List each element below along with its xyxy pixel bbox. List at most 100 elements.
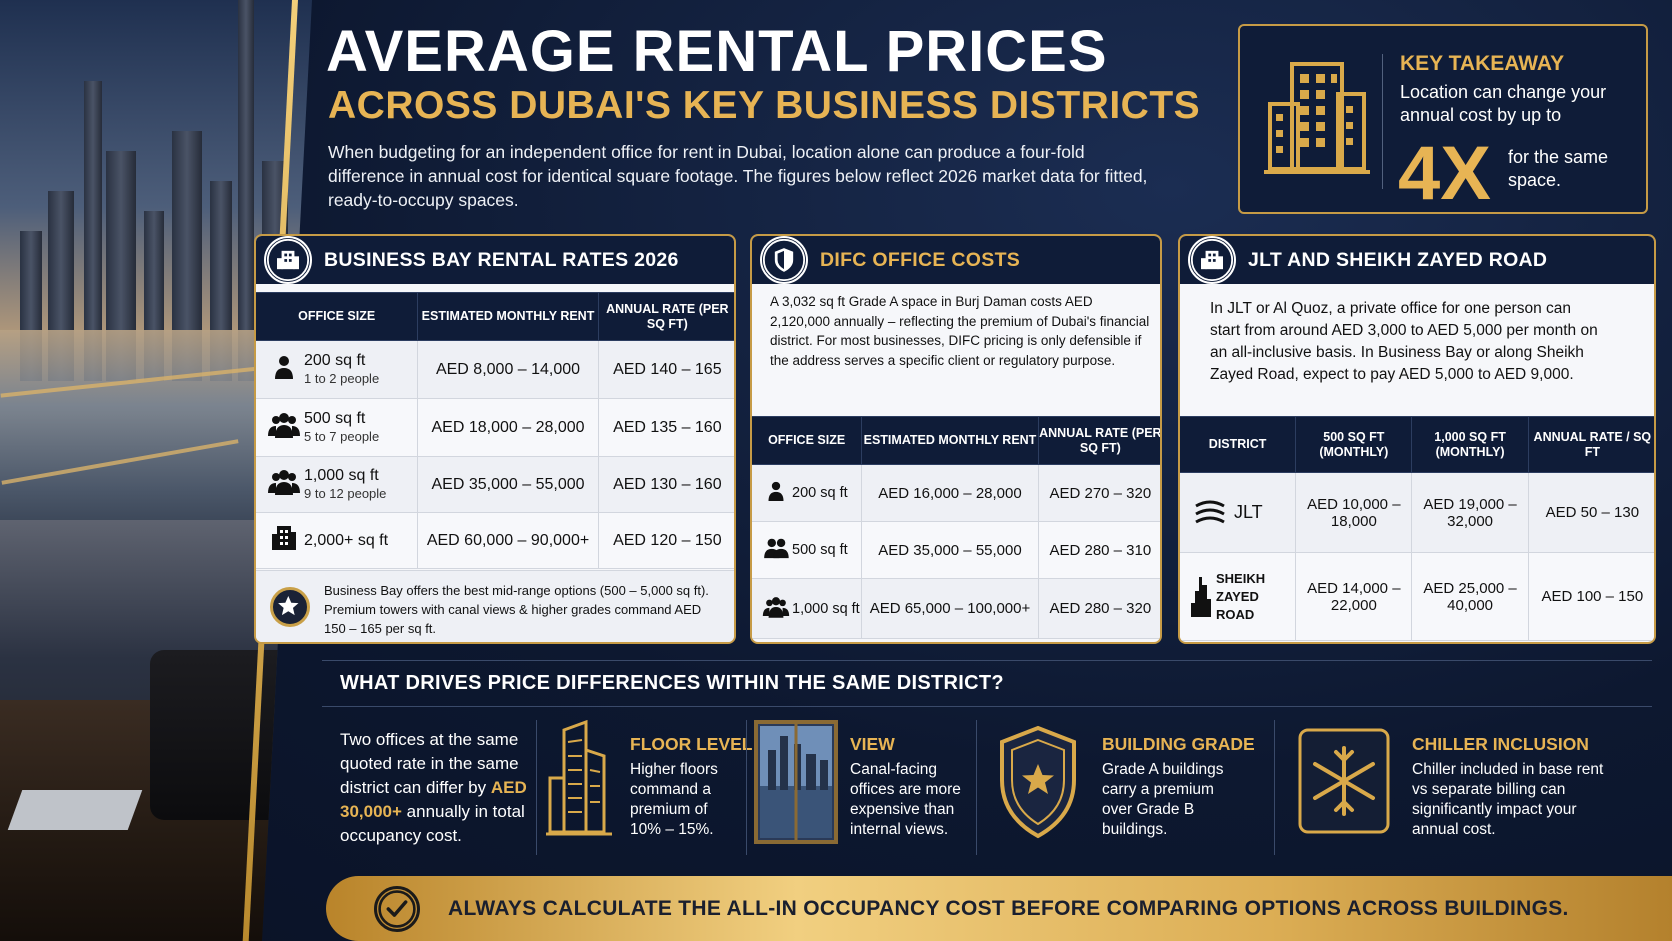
col-annual-rate: ANNUAL RATE (PER SQ FT): [597, 292, 734, 341]
person-icon: [275, 356, 293, 379]
drivers-intro-b: annually in total occupancy cost.: [340, 802, 525, 845]
business-bay-table: OFFICE SIZE ESTIMATED MONTHLY RENT ANNUA…: [256, 292, 734, 569]
drivers-title: WHAT DRIVES PRICE DIFFERENCES WITHIN THE…: [340, 672, 1004, 694]
monthly-value: AED 35,000 – 55,000: [861, 521, 1039, 579]
page-title: AVERAGE RENTAL PRICES: [326, 19, 1108, 84]
driver-title: BUILDING GRADE: [1102, 734, 1255, 754]
d500-value: AED 10,000 – 18,000: [1295, 472, 1413, 553]
driver-text: Chiller included in base rent vs separat…: [1412, 761, 1604, 838]
col-monthly-rent: ESTIMATED MONTHLY RENT: [861, 416, 1039, 465]
monthly-value: AED 16,000 – 28,000: [861, 464, 1039, 522]
table-row: JLT AED 10,000 – 18,000 AED 19,000 – 32,…: [1180, 472, 1654, 553]
district-name: SHEIKH ZAYED ROAD: [1216, 570, 1266, 622]
col-1000sqft: 1,000 SQ FT (MONTHLY): [1411, 416, 1529, 473]
jlt-table: DISTRICT 500 SQ FT (MONTHLY) 1,000 SQ FT…: [1180, 416, 1654, 641]
drivers-intro: Two offices at the same quoted rate in t…: [340, 728, 530, 848]
size-label: 1,000 sq ft: [304, 466, 379, 484]
drivers-intro-a: Two offices at the same quoted rate in t…: [340, 730, 519, 797]
district-name: JLT: [1234, 502, 1263, 522]
monthly-value: AED 18,000 – 28,000: [417, 398, 599, 457]
takeaway-multiplier: 4X: [1398, 131, 1491, 216]
d1000-value: AED 25,000 – 40,000: [1411, 552, 1529, 641]
annual-value: AED 120 – 150: [597, 512, 734, 569]
monthly-value: AED 60,000 – 90,000+: [417, 512, 599, 569]
col-district: DISTRICT: [1180, 416, 1297, 473]
skyline-tower-icon: [1191, 576, 1211, 617]
group-icon: [268, 470, 300, 495]
note-text: Business Bay offers the best mid-range o…: [324, 583, 709, 636]
shield-icon: [760, 236, 808, 284]
table-row: SHEIKH ZAYED ROAD AED 14,000 – 22,000 AE…: [1180, 552, 1654, 641]
annual-value: AED 50 – 130: [1527, 472, 1654, 553]
difc-title: DIFC OFFICE COSTS: [752, 236, 1160, 284]
d500-value: AED 14,000 – 22,000: [1295, 552, 1413, 641]
people-label: 9 to 12 people: [304, 485, 387, 501]
difc-description: A 3,032 sq ft Grade A space in Burj Dama…: [770, 294, 1150, 368]
table-row: 1,000 sq ft AED 65,000 – 100,000+ AED 28…: [752, 578, 1160, 639]
monthly-value: AED 65,000 – 100,000+: [861, 578, 1039, 639]
annual-value: AED 280 – 310: [1037, 521, 1160, 579]
takeaway-title: KEY TAKEAWAY: [1400, 52, 1565, 75]
business-bay-panel: BUSINESS BAY RENTAL RATES 2026 OFFICE SI…: [254, 234, 736, 644]
size-label: 500 sq ft: [792, 542, 848, 558]
table-row: 500 sq ft 5 to 7 people AED 18,000 – 28,0…: [256, 398, 734, 457]
driver-text: Grade A buildings carry a premium over G…: [1102, 761, 1224, 838]
table-row: 200 sq ft AED 16,000 – 28,000 AED 270 – …: [752, 464, 1160, 522]
driver-text: Higher floors command a premium of 10% –…: [630, 761, 718, 838]
jlt-wave-logo-icon: [1195, 500, 1225, 523]
person-icon: [768, 481, 784, 501]
badge-shield-icon: [1000, 725, 1076, 839]
jlt-description: In JLT or Al Quoz, a private office for …: [1210, 300, 1598, 383]
size-label: 500 sq ft: [304, 409, 366, 427]
people-label: 5 to 7 people: [304, 428, 380, 444]
pair-icon: [764, 538, 789, 559]
window-view-icon: [754, 720, 838, 844]
group-icon: [268, 413, 300, 438]
col-office-size: OFFICE SIZE: [752, 416, 863, 465]
annual-value: AED 130 – 160: [597, 456, 734, 513]
checkmark-icon: [374, 886, 420, 932]
col-500sqft: 500 SQ FT (MONTHLY): [1295, 416, 1413, 473]
col-annual-rate: ANNUAL RATE (PER SQ FT): [1037, 416, 1160, 465]
table-row: 500 sq ft AED 35,000 – 55,000 AED 280 – …: [752, 521, 1160, 579]
driver-title: VIEW: [850, 734, 895, 754]
col-annual-rate: ANNUAL RATE / SQ FT: [1527, 416, 1654, 473]
annual-value: AED 135 – 160: [597, 398, 734, 457]
office-building-icon: [272, 526, 296, 550]
driver-text: Canal-facing offices are more expensive …: [850, 761, 961, 838]
building-badge-icon: [1188, 236, 1236, 284]
building-icon: [1264, 62, 1370, 174]
col-monthly-rent: ESTIMATED MONTHLY RENT: [417, 292, 599, 341]
building-badge-icon: [264, 236, 312, 284]
jlt-title: JLT AND SHEIKH ZAYED ROAD: [1180, 236, 1654, 284]
driver-title: CHILLER INCLUSION: [1412, 734, 1589, 754]
drivers-intro-highlight: AED 30,000+: [340, 778, 527, 821]
banner-text: ALWAYS CALCULATE THE ALL-IN OCCUPANCY CO…: [448, 897, 1569, 920]
table-row: 2,000+ sq ft AED 60,000 – 90,000+ AED 12…: [256, 512, 734, 569]
snowflake-icon: [1298, 728, 1390, 834]
monthly-value: AED 35,000 – 55,000: [417, 456, 599, 513]
driver-title: FLOOR LEVEL: [630, 734, 753, 754]
size-label: 2,000+ sq ft: [304, 531, 389, 549]
difc-table: OFFICE SIZE ESTIMATED MONTHLY RENT ANNUA…: [752, 416, 1160, 639]
size-label: 1,000 sq ft: [792, 600, 860, 617]
takeaway-tail: for the same space.: [1508, 147, 1609, 190]
takeaway-text: Location can change your annual cost by …: [1400, 82, 1607, 125]
star-icon: [270, 587, 310, 627]
page-subtitle: ACROSS DUBAI'S KEY BUSINESS DISTRICTS: [328, 84, 1201, 127]
annual-value: AED 100 – 150: [1527, 552, 1654, 641]
people-label: 1 to 2 people: [304, 370, 380, 386]
business-bay-title: BUSINESS BAY RENTAL RATES 2026: [256, 236, 734, 284]
d1000-value: AED 19,000 – 32,000: [1411, 472, 1529, 553]
size-label: 200 sq ft: [304, 351, 366, 369]
key-takeaway-box: KEY TAKEAWAY Location can change your an…: [1238, 24, 1648, 214]
annual-value: AED 280 – 320: [1037, 578, 1160, 639]
bottom-banner: ALWAYS CALCULATE THE ALL-IN OCCUPANCY CO…: [326, 876, 1672, 941]
business-bay-note: Business Bay offers the best mid-range o…: [256, 570, 734, 642]
table-row: 1,000 sq ft 9 to 12 people AED 35,000 – 5…: [256, 456, 734, 513]
size-label: 200 sq ft: [792, 485, 848, 501]
annual-value: AED 140 – 165: [597, 340, 734, 399]
jlt-szr-panel: JLT AND SHEIKH ZAYED ROAD In JLT or Al Q…: [1178, 234, 1656, 644]
intro-paragraph: When budgeting for an independent office…: [328, 142, 1148, 210]
